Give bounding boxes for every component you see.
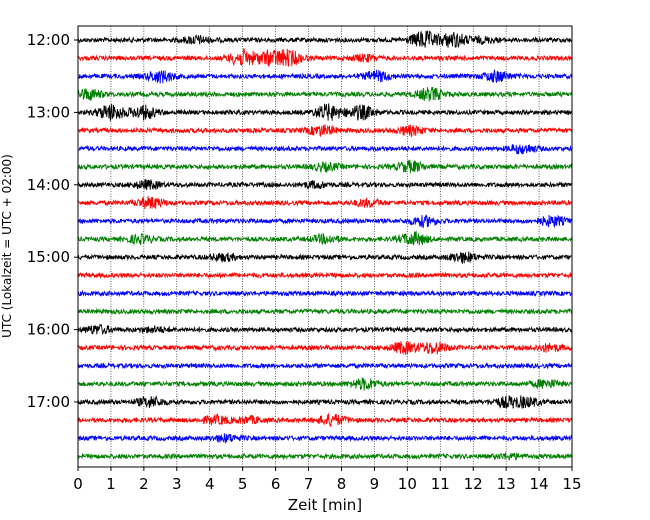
x-tick-label: 4 (205, 475, 215, 493)
trace-1645 (77, 377, 573, 391)
y-tick-label: 16:00 (27, 321, 70, 339)
plot-frame (77, 25, 573, 468)
grid-lines (110, 26, 540, 467)
trace-1500 (77, 251, 573, 264)
x-tick-label: 0 (73, 475, 83, 493)
y-axis-label: UTC (Lokalzeit = UTC + 02:00) (0, 154, 14, 338)
trace-1230 (77, 69, 573, 84)
trace-1715 (77, 413, 573, 427)
trace-1445 (77, 230, 573, 246)
trace-1200 (77, 30, 573, 48)
x-tick-label: 5 (238, 475, 248, 493)
trace-1330 (77, 143, 573, 155)
x-tick-label: 14 (530, 475, 549, 493)
trace-1545 (77, 307, 573, 316)
trace-1315 (77, 124, 573, 138)
y-tick-label: 12:00 (27, 31, 70, 49)
x-tick-label: 9 (370, 475, 380, 493)
x-tick-label: 8 (337, 475, 347, 493)
y-axis-ticks: 12:00 13:00 14:00 15:00 16:00 17:00 (27, 31, 78, 411)
trace-1700 (77, 394, 573, 409)
x-tick-label: 3 (172, 475, 182, 493)
x-axis-ticks: 0 1 2 3 4 5 6 7 8 9 10 11 12 13 14 15 (73, 467, 582, 493)
trace-1300 (77, 103, 573, 121)
x-tick-label: 1 (106, 475, 116, 493)
x-tick-label: 13 (497, 475, 516, 493)
x-tick-label: 6 (271, 475, 281, 493)
trace-1400 (77, 179, 573, 191)
trace-1430 (77, 214, 573, 229)
trace-1730 (77, 433, 573, 444)
trace-1630 (77, 361, 573, 370)
trace-1415 (77, 196, 573, 210)
trace-1745 (77, 452, 573, 461)
x-tick-label: 7 (304, 475, 314, 493)
traces (77, 30, 573, 461)
x-tick-label: 15 (562, 475, 581, 493)
trace-1615 (77, 341, 573, 356)
x-tick-label: 2 (139, 475, 149, 493)
x-axis-label: Zeit [min] (288, 496, 362, 514)
y-tick-label: 17:00 (27, 393, 70, 411)
y-tick-label: 15:00 (27, 248, 70, 266)
trace-1530 (77, 289, 573, 298)
y-tick-label: 13:00 (27, 103, 70, 121)
trace-1345 (77, 159, 573, 174)
trace-1245 (77, 87, 573, 102)
y-tick-label: 14:00 (27, 176, 70, 194)
x-tick-label: 12 (464, 475, 483, 493)
x-tick-label: 11 (431, 475, 450, 493)
trace-1215 (77, 48, 573, 67)
x-tick-label: 10 (398, 475, 417, 493)
trace-1515 (77, 271, 573, 280)
trace-1600 (77, 323, 573, 336)
